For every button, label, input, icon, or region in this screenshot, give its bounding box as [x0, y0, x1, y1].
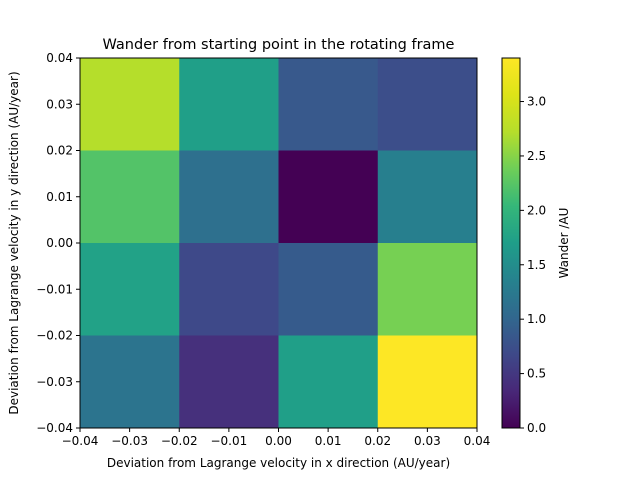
colorbar-tick-label: 1.5 [527, 258, 546, 272]
heatmap-cell [80, 150, 180, 244]
x-tick-label: −0.03 [111, 434, 148, 448]
x-tick-label: 0.00 [265, 434, 292, 448]
heatmap-cell [377, 335, 478, 429]
y-tick-label: 0.00 [46, 236, 73, 250]
colorbar-tick-label: 2.5 [527, 149, 546, 163]
colorbar-tick-label: 3.0 [527, 95, 546, 109]
x-tick-label: −0.01 [210, 434, 247, 448]
x-tick-label: −0.02 [161, 434, 198, 448]
heatmap-cell [80, 58, 180, 151]
colorbar-tick-label: 1.0 [527, 312, 546, 326]
heatmap-cell [179, 243, 279, 336]
y-tick-label: 0.01 [46, 190, 73, 204]
heatmap-cell [179, 335, 279, 429]
heatmap-cell [377, 58, 478, 151]
y-axis-label: Deviation from Lagrange velocity in y di… [7, 71, 21, 414]
y-tick-label: −0.03 [36, 375, 73, 389]
heatmap-cell [377, 150, 478, 244]
heatmap-cell [179, 58, 279, 151]
heatmap-cell [278, 150, 379, 244]
heatmap-cell [377, 243, 478, 336]
colorbar-tick-label: 0.0 [527, 421, 546, 435]
x-tick-label: 0.04 [464, 434, 491, 448]
heatmap-cell [278, 58, 379, 151]
y-tick-label: 0.04 [46, 51, 73, 65]
chart-title: Wander from starting point in the rotati… [103, 37, 455, 53]
heatmap-cell [80, 335, 180, 429]
x-tick-label: 0.02 [364, 434, 391, 448]
colorbar-tick-label: 0.5 [527, 367, 546, 381]
colorbar-tick-label: 2.0 [527, 203, 546, 217]
heatmap-cell [278, 243, 379, 336]
x-tick-label: −0.04 [62, 434, 99, 448]
x-axis-ticks: −0.04 −0.03 −0.02 −0.01 0.00 0.01 0.02 0.03 0.04 [62, 428, 491, 448]
heatmap-cells [80, 58, 478, 429]
y-axis-ticks: −0.04 −0.03 −0.02 −0.01 0.00 0.01 0.02 0.03 0.04 [36, 51, 80, 435]
heatmap-cell [278, 335, 379, 429]
heatmap-cell [80, 243, 180, 336]
colorbar [501, 57, 521, 429]
colorbar-label: Wander /AU [557, 208, 571, 279]
y-tick-label: −0.01 [36, 282, 73, 296]
y-tick-label: 0.03 [46, 97, 73, 111]
y-tick-label: −0.04 [36, 421, 73, 435]
x-tick-label: 0.03 [414, 434, 441, 448]
y-tick-label: 0.02 [46, 144, 73, 158]
x-tick-label: 0.01 [315, 434, 342, 448]
x-axis-label: Deviation from Lagrange velocity in x di… [107, 456, 450, 470]
y-tick-label: −0.02 [36, 329, 73, 343]
colorbar-ticks: 0.0 0.5 1.0 1.5 2.0 2.5 3.0 [520, 95, 546, 435]
heatmap-cell [179, 150, 279, 244]
